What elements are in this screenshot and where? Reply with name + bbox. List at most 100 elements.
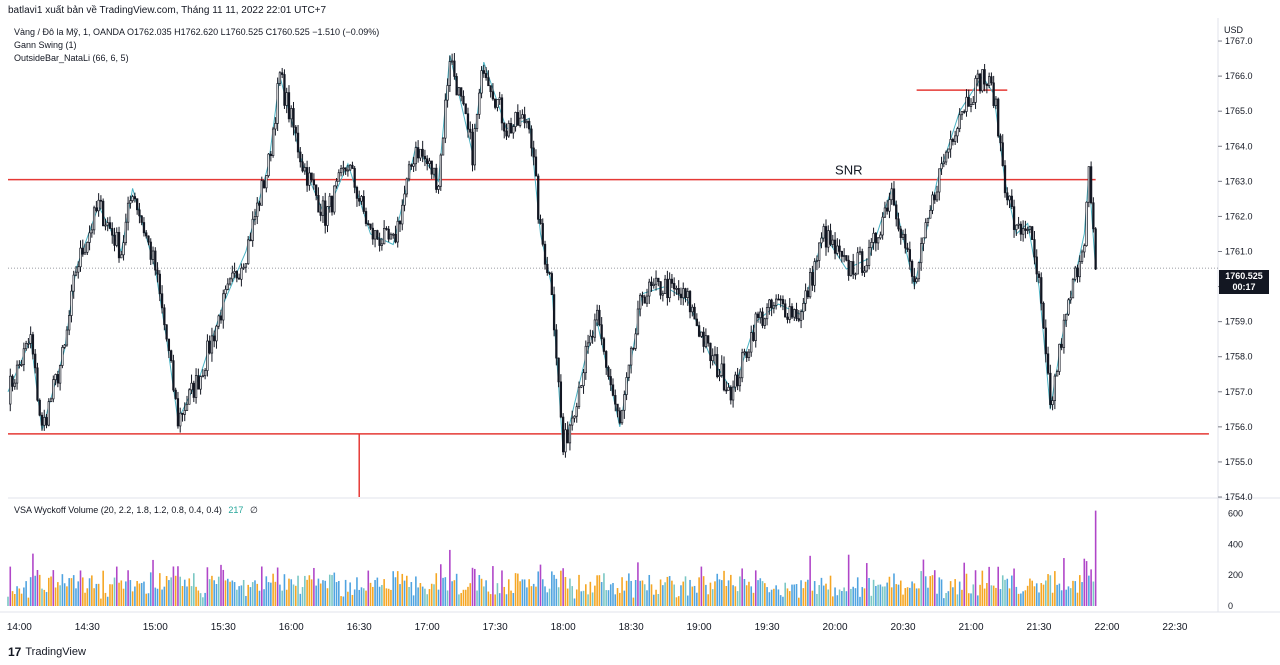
volume-bar bbox=[843, 587, 845, 606]
volume-bar bbox=[401, 573, 404, 606]
candle-body bbox=[183, 409, 186, 415]
volume-bar bbox=[940, 579, 943, 606]
volume-bar bbox=[847, 554, 850, 606]
volume-legend-title: VSA Wyckoff Volume (20, 2.2, 1.8, 1.2, 0… bbox=[14, 505, 222, 515]
candle-body bbox=[716, 354, 719, 378]
volume-bar bbox=[20, 593, 23, 606]
volume-bar bbox=[163, 586, 166, 606]
volume-bar bbox=[369, 582, 372, 606]
candle-body bbox=[319, 211, 322, 216]
candle-body bbox=[763, 318, 766, 326]
candle-body bbox=[523, 114, 526, 124]
candle-body bbox=[95, 207, 98, 212]
candle-body bbox=[201, 375, 205, 378]
candle-body bbox=[247, 239, 250, 265]
volume-bar bbox=[777, 589, 780, 606]
volume-bar bbox=[870, 595, 873, 606]
volume-bar bbox=[745, 585, 748, 606]
volume-bar bbox=[952, 587, 954, 606]
candle-body bbox=[872, 232, 875, 243]
volume-bar bbox=[86, 588, 89, 606]
candle-body bbox=[122, 242, 125, 256]
candle-body bbox=[487, 77, 490, 87]
candle-body bbox=[802, 303, 805, 313]
volume-bar bbox=[684, 576, 687, 606]
volume-bar bbox=[705, 584, 707, 606]
symbol-legend[interactable]: Vàng / Đô la Mỹ, 1, OANDA O1762.035 H176… bbox=[14, 27, 380, 37]
candle-body bbox=[1092, 202, 1095, 230]
indicator-outsidebar[interactable]: OutsideBar_NataLi (66, 6, 5) bbox=[14, 53, 129, 63]
candle-body bbox=[944, 151, 948, 163]
volume-bar bbox=[1013, 568, 1015, 606]
indicator-gann-swing[interactable]: Gann Swing (1) bbox=[14, 40, 77, 50]
volume-bar bbox=[100, 598, 102, 606]
volume-bar bbox=[666, 576, 669, 606]
candle-body bbox=[734, 374, 737, 388]
candle-body bbox=[251, 218, 254, 241]
candle-body bbox=[888, 199, 891, 212]
volume-bar bbox=[1067, 586, 1070, 606]
candle-body bbox=[403, 193, 406, 206]
candle-body bbox=[1046, 353, 1050, 374]
volume-bar bbox=[566, 588, 569, 606]
candle-body bbox=[160, 293, 164, 309]
volume-bar bbox=[403, 580, 406, 606]
candle-body bbox=[36, 367, 39, 401]
volume-bar bbox=[170, 577, 172, 606]
candle-body bbox=[414, 147, 418, 165]
candle-body bbox=[512, 126, 515, 134]
candle-body bbox=[1042, 302, 1045, 329]
candle-body bbox=[1024, 228, 1027, 231]
candle-body bbox=[120, 254, 123, 259]
candle-body bbox=[978, 73, 982, 92]
candle-body bbox=[364, 211, 368, 224]
candle-body bbox=[947, 148, 950, 153]
volume-bar bbox=[308, 575, 311, 606]
volume-bar bbox=[1094, 510, 1097, 606]
candle-body bbox=[645, 295, 649, 304]
candle-body bbox=[854, 273, 857, 276]
volume-bar bbox=[773, 588, 775, 606]
volume-bar bbox=[1015, 586, 1018, 606]
candle-body bbox=[981, 69, 984, 92]
volume-bar bbox=[496, 583, 499, 606]
volume-bar bbox=[156, 588, 159, 606]
candle-body bbox=[165, 324, 168, 340]
candle-body bbox=[811, 272, 814, 286]
candle-body bbox=[795, 309, 798, 319]
volume-bar bbox=[974, 570, 977, 606]
candle-body bbox=[1010, 195, 1013, 208]
volume-bar bbox=[997, 566, 999, 606]
volume-bar bbox=[464, 589, 467, 606]
volume-legend[interactable]: VSA Wyckoff Volume (20, 2.2, 1.8, 1.2, 0… bbox=[14, 505, 258, 516]
volume-bar bbox=[816, 593, 818, 606]
tradingview-footer[interactable]: 17 TradingView bbox=[8, 645, 86, 659]
candle-body bbox=[965, 96, 968, 112]
volume-bar bbox=[288, 578, 290, 606]
candle-body bbox=[133, 196, 137, 200]
volume-bar bbox=[367, 570, 370, 606]
candle-body bbox=[566, 429, 569, 444]
candle-body bbox=[557, 357, 560, 383]
candle-body bbox=[315, 184, 318, 196]
volume-bar bbox=[532, 583, 535, 606]
candle-body bbox=[258, 202, 261, 206]
candle-body bbox=[901, 233, 905, 238]
volume-bar bbox=[247, 584, 249, 606]
volume-bar bbox=[306, 579, 308, 606]
volume-bar bbox=[245, 595, 247, 606]
volume-bar bbox=[575, 589, 578, 606]
volume-bar bbox=[66, 586, 68, 606]
volume-bar bbox=[394, 577, 397, 606]
volume-bar bbox=[949, 581, 952, 606]
candle-body bbox=[994, 98, 998, 106]
volume-bar bbox=[886, 582, 888, 606]
candle-body bbox=[213, 335, 216, 342]
volume-bar bbox=[893, 573, 895, 606]
candle-body bbox=[11, 375, 14, 387]
candle-body bbox=[904, 233, 907, 249]
volume-bar bbox=[838, 589, 841, 606]
price-tick-label: 1766.0 bbox=[1225, 71, 1253, 81]
candle-body bbox=[920, 243, 923, 264]
